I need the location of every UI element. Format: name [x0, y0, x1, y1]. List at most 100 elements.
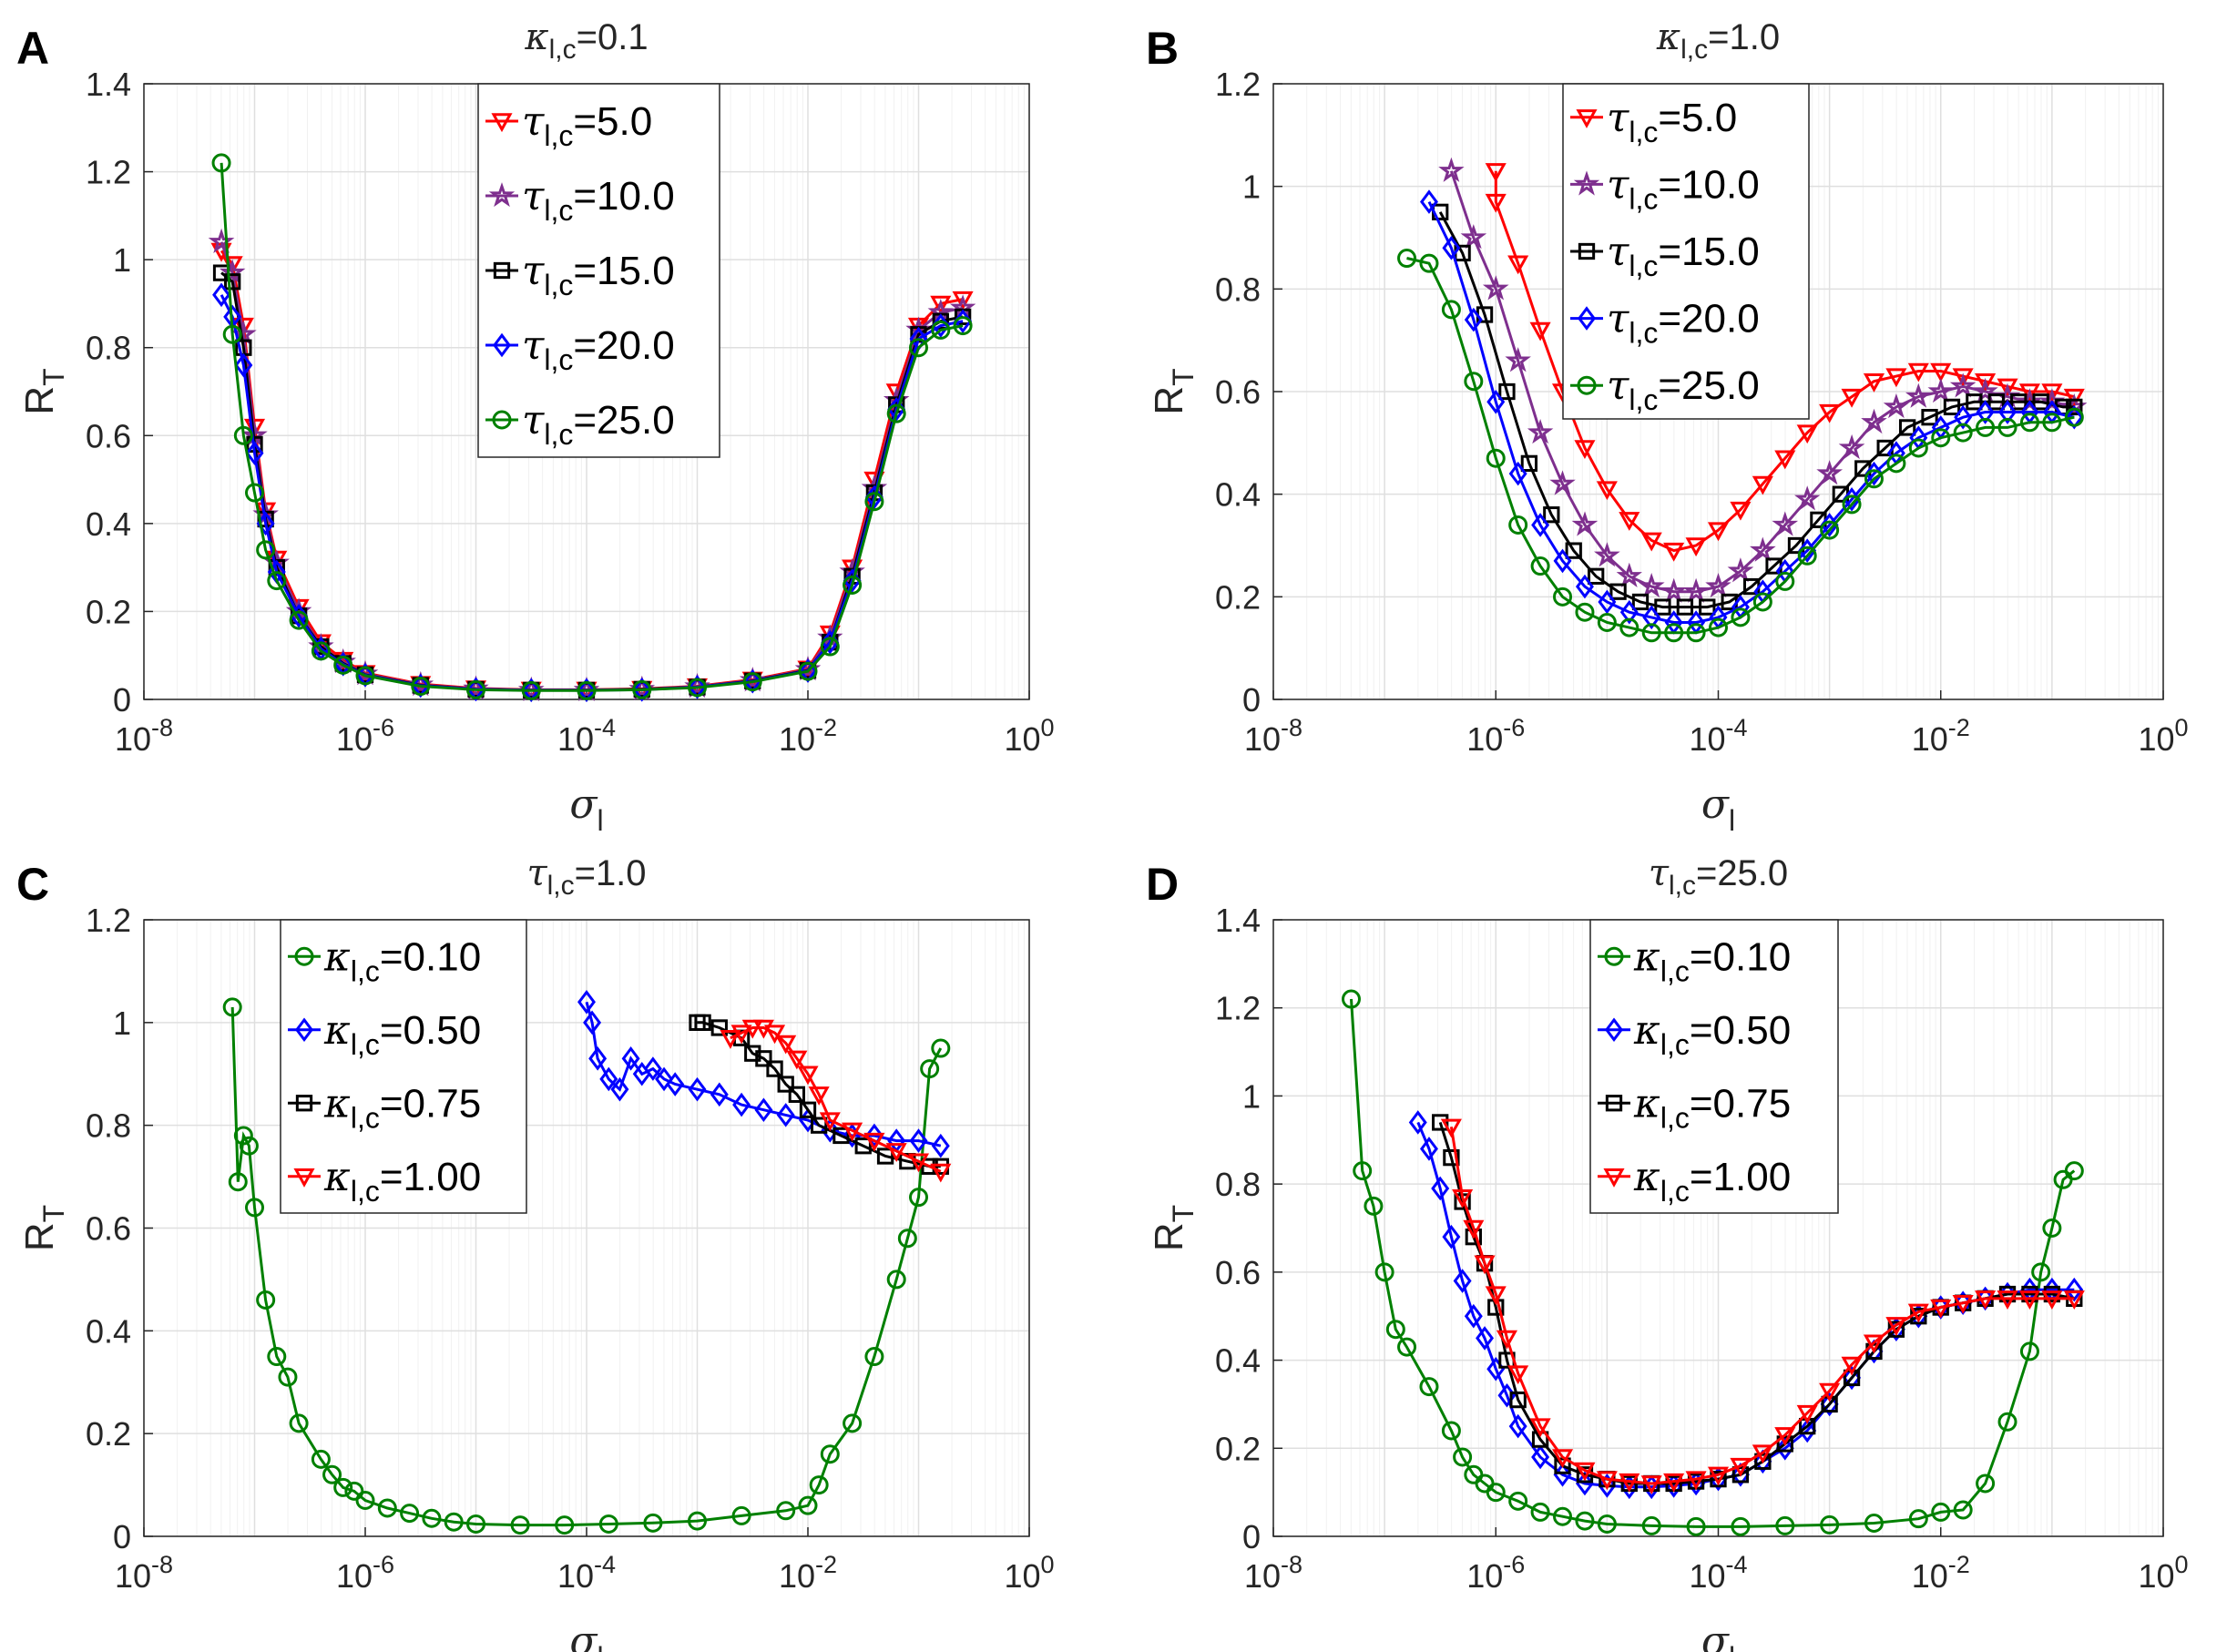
data-point [1530, 1502, 1550, 1522]
series-line [220, 162, 964, 692]
data-point [843, 575, 863, 595]
y-tick-label: 0.2 [1215, 1430, 1261, 1467]
data-point [355, 666, 375, 686]
data-point [1419, 253, 1439, 273]
data-point [1619, 617, 1639, 637]
data-point [355, 1491, 375, 1511]
y-tick-label: 1.4 [86, 66, 131, 103]
data-point [1505, 347, 1531, 372]
data-point [1364, 1196, 1384, 1216]
data-point [1774, 1427, 1796, 1446]
y-tick-label: 1.4 [1215, 902, 1261, 939]
data-point [808, 1086, 830, 1106]
data-point [598, 1514, 618, 1534]
data-point [1619, 512, 1640, 531]
x-tick-label: 10-8 [115, 1551, 173, 1595]
data-point [1498, 382, 1516, 401]
x-tick-label: 100 [2138, 1551, 2188, 1595]
series-3 [720, 1019, 952, 1183]
data-point [2065, 404, 2084, 430]
data-point [798, 661, 818, 681]
data-point [245, 1198, 264, 1218]
y-tick-label: 0.6 [86, 1210, 131, 1248]
legend-label: τl,c=15.0 [1607, 229, 1760, 282]
data-point [643, 1513, 663, 1533]
data-point [1596, 481, 1618, 501]
data-point [754, 1097, 773, 1123]
data-point [1676, 598, 1694, 616]
data-point [1775, 571, 1795, 591]
legend-entry: τl,c=15.0 [1570, 229, 1760, 282]
data-point [1529, 1418, 1551, 1438]
data-point [632, 679, 652, 699]
data-point [1663, 1473, 1685, 1493]
panel-letter: D [1146, 859, 1179, 910]
data-point [228, 1172, 248, 1192]
data-point [1420, 1137, 1438, 1161]
chart-panel-a: 0 0.2 0.4 0.6 0.8 1 1.2 1.4 10-8 10-6 10-4 10-2 100 κ… [16, 16, 1055, 837]
data-point [1420, 189, 1438, 214]
data-point [1820, 1392, 1839, 1417]
data-point [1464, 1303, 1483, 1329]
data-point [1442, 235, 1461, 260]
legend-entry: κl,c=1.00 [1598, 1154, 1791, 1208]
data-point [909, 1128, 928, 1153]
legend-label: κl,c=0.75 [323, 1080, 481, 1134]
data-point [688, 678, 707, 698]
chart-panel-d: 0 0.2 0.4 0.6 0.8 1 1.2 1.4 10-8 10-6 10-4 10-2 100 τ… [1146, 852, 2189, 1652]
data-point [820, 1444, 840, 1464]
data-point [1841, 1356, 1863, 1376]
data-point [1641, 623, 1661, 643]
data-point [344, 1481, 364, 1501]
data-point [1997, 417, 2017, 437]
data-point [1453, 1447, 1473, 1467]
data-point [1443, 1148, 1460, 1167]
data-point [1485, 193, 1507, 213]
data-point [1997, 378, 2018, 398]
data-point [1908, 438, 1928, 458]
data-point [864, 1123, 884, 1148]
data-point [1565, 542, 1582, 559]
data-point [599, 1066, 618, 1092]
data-point [1864, 469, 1884, 489]
data-point [909, 1188, 928, 1208]
data-point [1842, 495, 1862, 515]
x-tick-label: 100 [1004, 1551, 1054, 1595]
x-axis-label: σl [569, 1618, 603, 1652]
data-point [1496, 1330, 1518, 1350]
data-point [1927, 377, 1955, 403]
data-point [1953, 1500, 1973, 1520]
data-point [1660, 577, 1687, 603]
data-point [1975, 1290, 1997, 1310]
data-point [211, 153, 231, 173]
data-point [1843, 487, 1862, 512]
data-point [1750, 536, 1776, 562]
legend-label: κl,c=0.10 [1633, 933, 1791, 987]
y-tick-label: 0.6 [1215, 1254, 1261, 1291]
data-point [1432, 1114, 1449, 1131]
data-point [775, 1035, 797, 1055]
data-point [1593, 542, 1620, 567]
data-point [1453, 1269, 1472, 1293]
data-point [1682, 577, 1710, 603]
x-tick-label: 10-6 [336, 714, 394, 758]
data-point [2019, 1341, 2039, 1361]
data-point [1508, 1491, 1528, 1511]
y-tick-label: 0 [113, 681, 131, 719]
data-point [1953, 423, 1973, 443]
data-point [1709, 617, 1728, 637]
data-point [1463, 1219, 1485, 1239]
series-line [1449, 170, 2075, 594]
y-tick-label: 0 [113, 1518, 131, 1555]
x-tick-label: 10-6 [1466, 714, 1525, 758]
legend-entry: κl,c=0.10 [1598, 933, 1791, 987]
legend-label: κl,c=1.00 [1633, 1154, 1791, 1208]
chart-title: τl,c=25.0 [1649, 852, 1788, 901]
data-point [886, 403, 906, 423]
data-point [786, 1050, 808, 1070]
data-point [854, 1137, 872, 1155]
data-point [730, 1025, 752, 1045]
series-4 [211, 153, 973, 700]
data-point [1554, 1457, 1571, 1474]
data-point [811, 1117, 828, 1134]
